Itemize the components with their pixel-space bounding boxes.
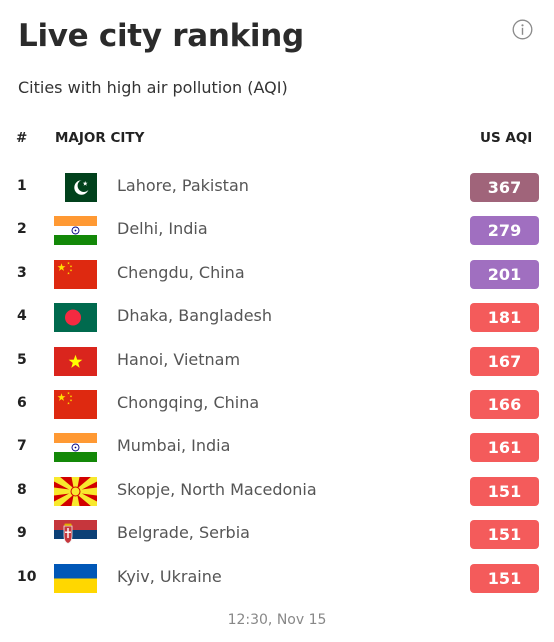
table-row[interactable]: 4 Dhaka, Bangladesh 181: [0, 296, 554, 339]
city-name-link[interactable]: Belgrade, Serbia: [117, 523, 250, 543]
rank-number: 6: [17, 395, 27, 411]
aqi-badge: 161: [470, 433, 539, 463]
table-row[interactable]: 2 Delhi, India 279: [0, 209, 554, 252]
rank-number: 10: [17, 568, 37, 585]
rank-number: 5: [17, 351, 27, 368]
column-header-city: MAJOR CITY: [55, 130, 145, 146]
table-row[interactable]: 5 Hanoi, Vietnam 167: [0, 340, 554, 383]
vietnam-flag-icon: [54, 346, 97, 376]
last-updated-timestamp: 12:30, Nov 15: [227, 612, 327, 628]
city-name-link[interactable]: Skopje, North Macedonia: [117, 479, 317, 499]
aqi-badge: 166: [470, 390, 539, 419]
city-name-link[interactable]: Mumbai, India: [117, 436, 231, 456]
city-name-link[interactable]: Chengdu, China: [117, 262, 245, 282]
table-row[interactable]: 1 Lahore, Pakistan 367: [0, 166, 554, 209]
column-header-rank: #: [16, 130, 28, 146]
table-row[interactable]: 3 Chengdu, China 201: [0, 253, 554, 296]
city-name-link[interactable]: Dhaka, Bangladesh: [117, 306, 273, 326]
aqi-badge: 167: [470, 346, 539, 376]
india-flag-icon: [54, 216, 97, 246]
bangladesh-flag-icon: [54, 303, 97, 333]
pakistan-flag-icon: [54, 173, 97, 202]
north-macedonia-flag-icon: [54, 476, 97, 506]
ukraine-flag-icon: [54, 563, 97, 593]
india-flag-icon: [54, 433, 97, 463]
city-name-link[interactable]: Delhi, India: [117, 219, 208, 239]
column-header-aqi: US AQI: [480, 130, 533, 146]
table-row[interactable]: 9 Belgrade, Serbia 151: [0, 513, 554, 556]
table-row[interactable]: 6 Chongqing, China 166: [0, 383, 554, 426]
aqi-badge: 367: [470, 173, 539, 202]
china-flag-icon: [54, 390, 97, 419]
table-row[interactable]: 10 Kyiv, Ukraine 151: [0, 557, 554, 600]
rank-number: 9: [17, 525, 27, 542]
aqi-badge: 151: [470, 520, 539, 550]
rank-number: 1: [17, 178, 27, 194]
city-name-link[interactable]: Hanoi, Vietnam: [117, 349, 241, 369]
table-row[interactable]: 8 Skopje, North Macedonia 151: [0, 470, 554, 513]
city-name-link[interactable]: Kyiv, Ukraine: [117, 566, 222, 586]
table-row[interactable]: 7 Mumbai, India 161: [0, 426, 554, 469]
rank-number: 2: [17, 221, 27, 238]
rank-number: 4: [17, 308, 27, 325]
aqi-badge: 151: [470, 563, 539, 593]
info-icon[interactable]: [512, 19, 533, 40]
rank-number: 8: [17, 481, 27, 498]
aqi-badge: 279: [470, 216, 539, 246]
aqi-badge: 151: [470, 476, 539, 506]
rank-number: 3: [17, 264, 27, 281]
rank-number: 7: [17, 438, 27, 455]
aqi-badge: 201: [470, 259, 539, 289]
city-name-link[interactable]: Lahore, Pakistan: [117, 176, 249, 195]
china-flag-icon: [54, 259, 97, 289]
page-title: Live city ranking: [18, 18, 304, 54]
aqi-badge: 181: [470, 303, 539, 333]
city-name-link[interactable]: Chongqing, China: [117, 393, 260, 412]
page-subtitle: Cities with high air pollution (AQI): [18, 78, 288, 97]
serbia-flag-icon: [54, 520, 97, 550]
